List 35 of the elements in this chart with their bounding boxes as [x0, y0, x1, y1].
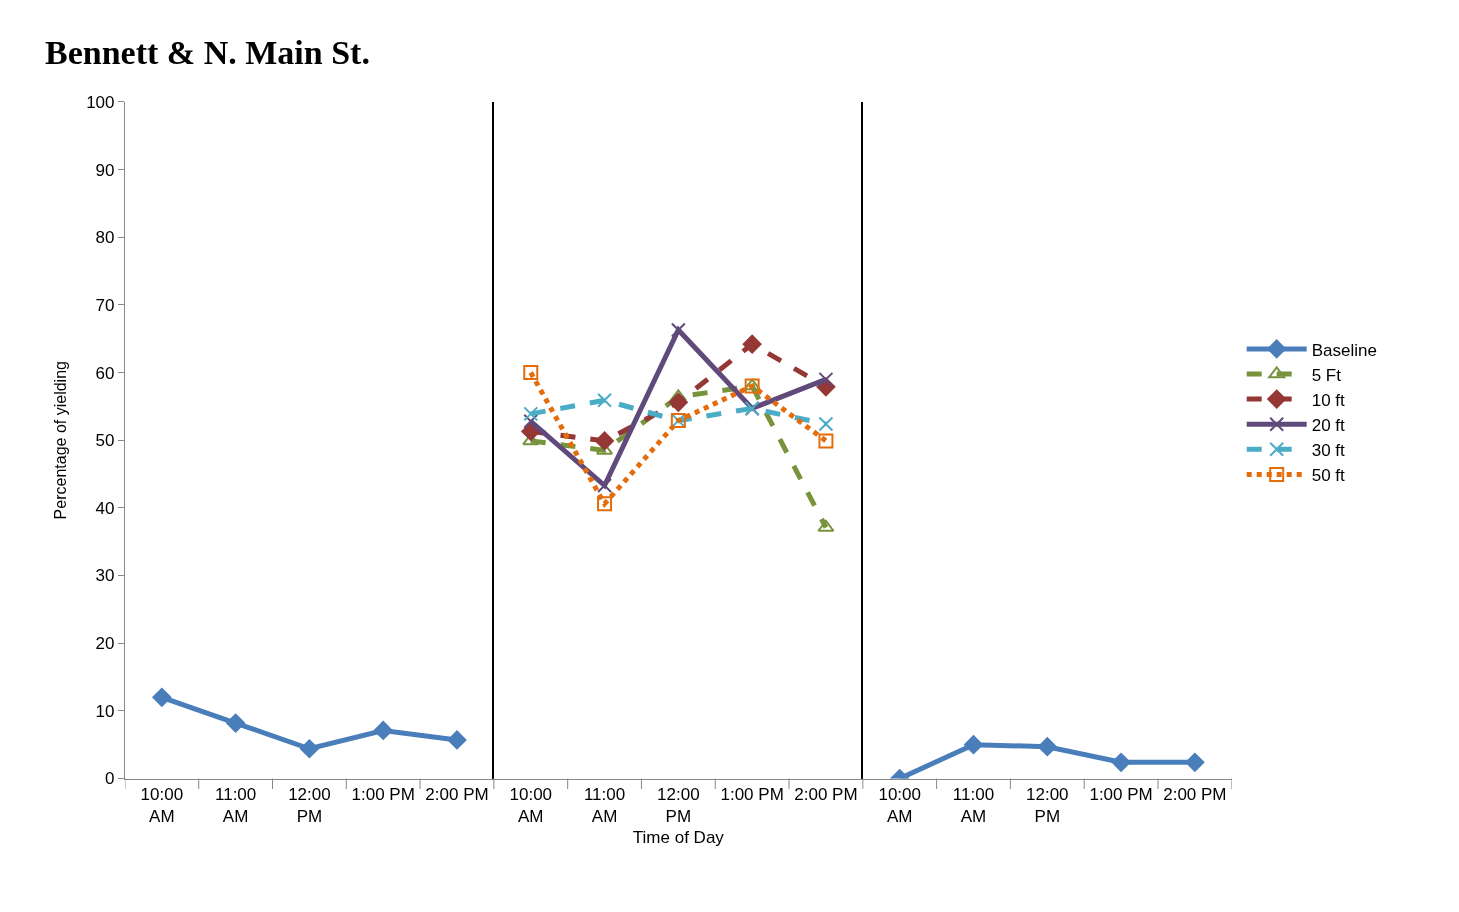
y-tick-label: 80: [95, 228, 115, 248]
y-tick-label: 40: [95, 498, 115, 518]
x-tick-label: 1:00 PM: [1089, 784, 1153, 804]
legend-label: 30 ft: [1311, 440, 1346, 460]
x-tick-label: 1:00 PM: [720, 784, 784, 804]
legend-label: 50 ft: [1311, 466, 1346, 486]
x-tick-label: 12:00 PM: [1026, 784, 1069, 827]
y-tick-label: 10: [95, 701, 115, 721]
y-axis-title: Percentage of yielding: [52, 361, 70, 520]
x-tick-label: 10:00 AM: [878, 784, 921, 827]
chart-title: Bennett & N. Main St.: [45, 34, 370, 71]
x-tick-label: 11:00 AM: [952, 784, 995, 827]
legend-label: 10 ft: [1311, 390, 1346, 410]
legend-label: 20 ft: [1311, 415, 1346, 435]
legend-label: Baseline: [1311, 340, 1377, 360]
x-tick-label: 12:00 PM: [657, 784, 700, 827]
x-tick-label: 11:00 AM: [583, 784, 626, 827]
y-tick-label: 90: [95, 160, 115, 180]
y-tick-label: 30: [95, 566, 115, 586]
x-tick-label: 2:00 PM: [1163, 784, 1227, 804]
y-tick-label: 60: [95, 363, 115, 383]
y-tick-label: 20: [95, 634, 115, 654]
y-tick-label: 0: [105, 769, 115, 789]
x-tick-label: 10:00 AM: [509, 784, 553, 827]
x-tick-label: 10:00 AM: [140, 784, 184, 827]
x-tick-label: 11:00 AM: [214, 784, 257, 827]
legend-label: 5 Ft: [1311, 365, 1342, 385]
x-tick-label: 12:00 PM: [288, 784, 331, 827]
y-tick-label: 100: [86, 92, 115, 112]
y-tick-label: 70: [95, 295, 115, 315]
x-tick-label: 2:00 PM: [425, 784, 489, 804]
x-tick-label: 2:00 PM: [794, 784, 858, 804]
x-axis-title: Time of Day: [632, 828, 725, 848]
y-tick-label: 50: [95, 431, 115, 451]
x-tick-label: 1:00 PM: [351, 784, 415, 804]
